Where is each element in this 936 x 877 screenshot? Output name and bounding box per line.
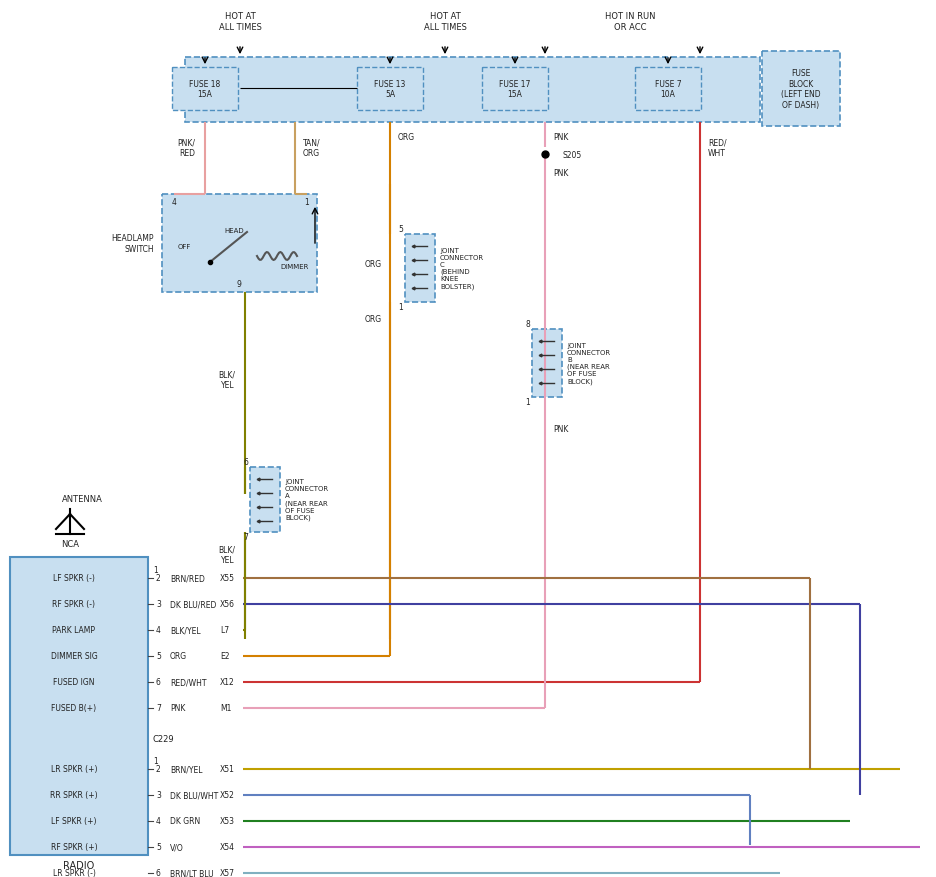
Text: 1: 1 xyxy=(153,566,157,574)
Text: X53: X53 xyxy=(220,816,235,825)
Text: 4: 4 xyxy=(171,198,176,207)
Text: X51: X51 xyxy=(220,765,235,774)
Text: JOINT
CONNECTOR
C
(BEHIND
KNEE
BOLSTER): JOINT CONNECTOR C (BEHIND KNEE BOLSTER) xyxy=(440,247,484,289)
Text: 7: 7 xyxy=(242,533,248,542)
Bar xyxy=(761,52,839,127)
Text: 6: 6 xyxy=(242,458,248,467)
Text: PARK LAMP: PARK LAMP xyxy=(52,626,95,635)
Bar xyxy=(357,68,422,111)
Text: X57: X57 xyxy=(220,868,235,877)
Text: FUSE
BLOCK
(LEFT END
OF DASH): FUSE BLOCK (LEFT END OF DASH) xyxy=(781,69,820,110)
Text: OFF: OFF xyxy=(177,244,191,250)
Text: BRN/YEL: BRN/YEL xyxy=(169,765,202,774)
Text: 4: 4 xyxy=(155,816,161,825)
Text: PNK: PNK xyxy=(552,133,568,142)
Text: ANTENNA: ANTENNA xyxy=(62,495,103,504)
Bar xyxy=(481,68,548,111)
Text: 6: 6 xyxy=(155,868,161,877)
Text: 2: 2 xyxy=(155,765,161,774)
Text: 3: 3 xyxy=(155,790,161,800)
Text: 4: 4 xyxy=(155,626,161,635)
Text: ORG: ORG xyxy=(364,260,382,269)
Text: 3: 3 xyxy=(155,600,161,609)
Text: 1: 1 xyxy=(153,757,157,766)
Text: LR SPKR (+): LR SPKR (+) xyxy=(51,765,97,774)
Text: FUSE 17
15A: FUSE 17 15A xyxy=(499,80,530,99)
Text: BLK/
YEL: BLK/ YEL xyxy=(218,370,235,389)
Text: ORG: ORG xyxy=(364,315,382,324)
Text: HOT IN RUN
OR ACC: HOT IN RUN OR ACC xyxy=(604,12,654,32)
Text: RR SPKR (+): RR SPKR (+) xyxy=(51,790,97,800)
Text: X55: X55 xyxy=(220,574,235,583)
Text: LR SPKR (-): LR SPKR (-) xyxy=(52,868,95,877)
Text: NCA: NCA xyxy=(61,540,79,549)
Text: RF SPKR (+): RF SPKR (+) xyxy=(51,843,97,852)
Text: X56: X56 xyxy=(220,600,235,609)
Text: X54: X54 xyxy=(220,843,235,852)
Bar xyxy=(532,330,562,397)
Text: S205: S205 xyxy=(563,150,581,160)
Text: 1: 1 xyxy=(525,398,530,407)
Text: FUSED IGN: FUSED IGN xyxy=(53,678,95,687)
Text: FUSED B(+): FUSED B(+) xyxy=(51,703,96,713)
Text: 5: 5 xyxy=(155,843,161,852)
Text: LF SPKR (-): LF SPKR (-) xyxy=(53,574,95,583)
Text: PNK: PNK xyxy=(552,425,568,434)
Text: X12: X12 xyxy=(220,678,235,687)
Bar xyxy=(10,558,148,855)
Text: 2: 2 xyxy=(155,574,161,583)
Text: M1: M1 xyxy=(220,703,231,713)
Bar xyxy=(172,68,238,111)
Text: ORG: ORG xyxy=(398,133,415,142)
Text: HEAD: HEAD xyxy=(224,228,243,234)
Text: HOT AT
ALL TIMES: HOT AT ALL TIMES xyxy=(218,12,261,32)
Text: 8: 8 xyxy=(525,320,530,329)
Text: RADIO: RADIO xyxy=(64,860,95,870)
Text: PNK: PNK xyxy=(552,168,568,177)
Text: DK GRN: DK GRN xyxy=(169,816,200,825)
Bar xyxy=(162,195,316,293)
Bar xyxy=(184,58,759,123)
Text: E2: E2 xyxy=(220,652,229,660)
Text: TAN/
ORG: TAN/ ORG xyxy=(302,139,320,158)
Text: 1: 1 xyxy=(398,303,402,312)
Text: V/O: V/O xyxy=(169,843,183,852)
Bar xyxy=(635,68,700,111)
Text: X52: X52 xyxy=(220,790,235,800)
Text: BLK/
YEL: BLK/ YEL xyxy=(218,545,235,564)
Text: RED/
WHT: RED/ WHT xyxy=(708,139,725,158)
Text: 5: 5 xyxy=(155,652,161,660)
Text: DIMMER: DIMMER xyxy=(281,264,309,270)
Text: 7: 7 xyxy=(155,703,161,713)
Text: JOINT
CONNECTOR
A
(NEAR REAR
OF FUSE
BLOCK): JOINT CONNECTOR A (NEAR REAR OF FUSE BLO… xyxy=(285,479,329,521)
Text: BLK/YEL: BLK/YEL xyxy=(169,626,200,635)
Text: RF SPKR (-): RF SPKR (-) xyxy=(52,600,95,609)
Text: BRN/RED: BRN/RED xyxy=(169,574,205,583)
Text: PNK: PNK xyxy=(169,703,185,713)
Text: LF SPKR (+): LF SPKR (+) xyxy=(51,816,96,825)
Bar xyxy=(250,467,280,532)
Text: BRN/LT BLU: BRN/LT BLU xyxy=(169,868,213,877)
Bar xyxy=(404,235,434,303)
Text: DK BLU/WHT: DK BLU/WHT xyxy=(169,790,218,800)
Text: HOT AT
ALL TIMES: HOT AT ALL TIMES xyxy=(423,12,466,32)
Text: L7: L7 xyxy=(220,626,229,635)
Text: 1: 1 xyxy=(304,198,309,207)
Text: C229: C229 xyxy=(153,735,174,744)
Text: RED/WHT: RED/WHT xyxy=(169,678,206,687)
Text: 5: 5 xyxy=(398,225,402,234)
Text: 9: 9 xyxy=(236,280,241,289)
Text: FUSE 13
5A: FUSE 13 5A xyxy=(373,80,405,99)
Text: 6: 6 xyxy=(155,678,161,687)
Text: HEADLAMP
SWITCH: HEADLAMP SWITCH xyxy=(111,234,154,253)
Text: JOINT
CONNECTOR
B
(NEAR REAR
OF FUSE
BLOCK): JOINT CONNECTOR B (NEAR REAR OF FUSE BLO… xyxy=(566,343,610,384)
Text: ORG: ORG xyxy=(169,652,187,660)
Text: PNK/
RED: PNK/ RED xyxy=(177,139,195,158)
Text: FUSE 18
15A: FUSE 18 15A xyxy=(189,80,220,99)
Text: FUSE 7
10A: FUSE 7 10A xyxy=(654,80,680,99)
Text: DK BLU/RED: DK BLU/RED xyxy=(169,600,216,609)
Text: DIMMER SIG: DIMMER SIG xyxy=(51,652,97,660)
